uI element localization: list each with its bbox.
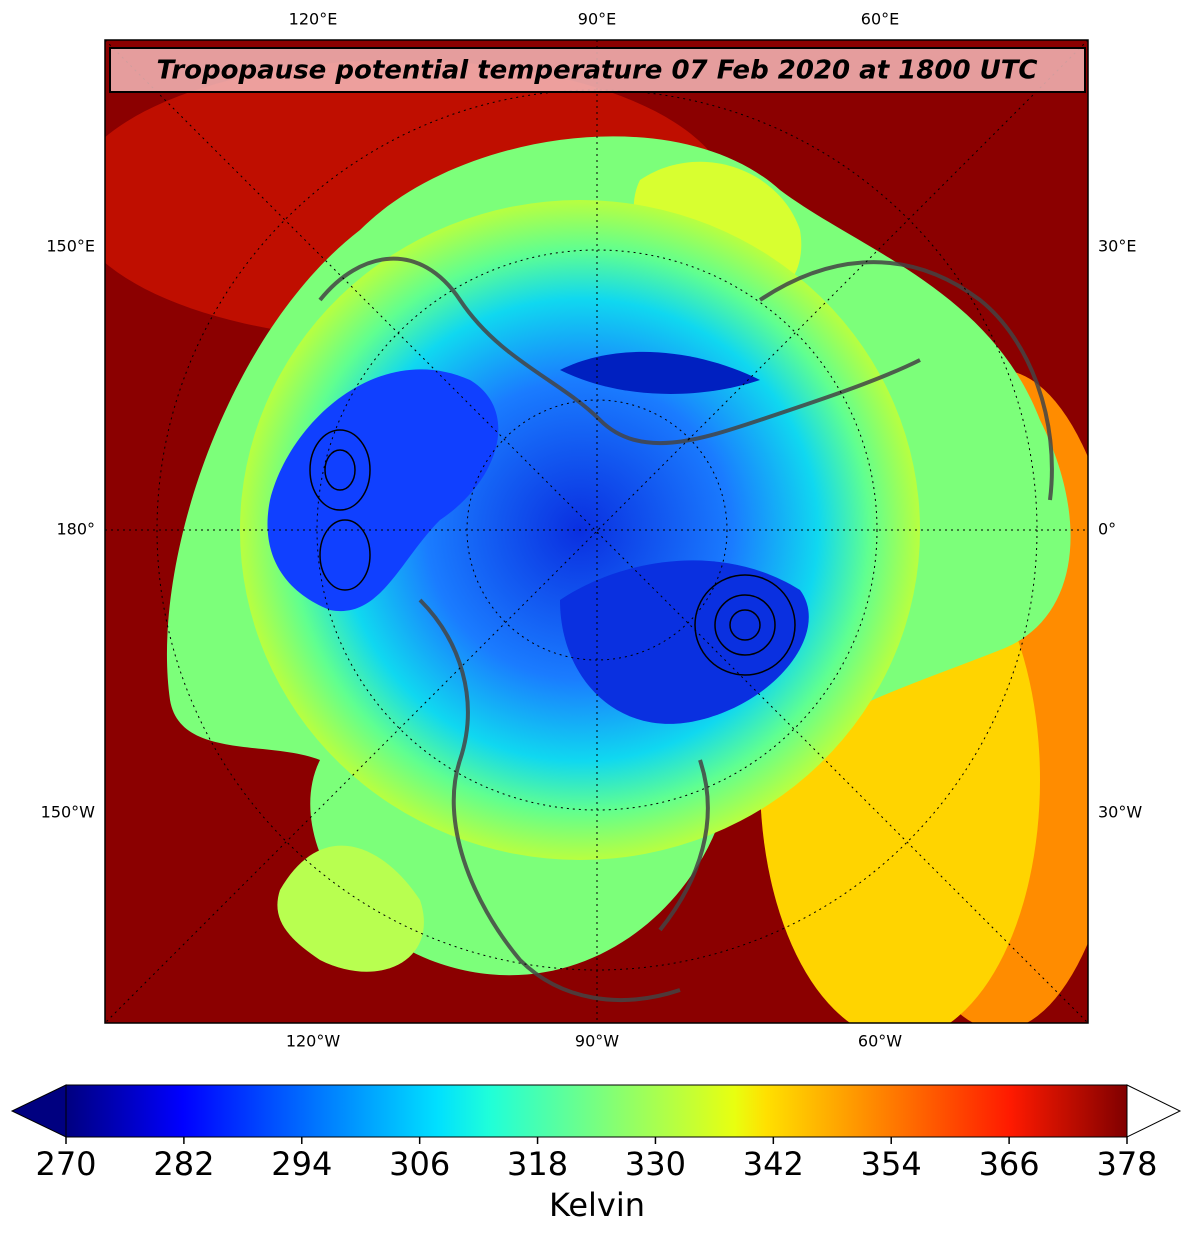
geo-labels: 120°E 90°E 60°E 120°W 90°W 60°W 150°E 180° 150°W… bbox=[41, 10, 1143, 1051]
colorbar-tick-label: 282 bbox=[153, 1145, 214, 1183]
colorbar-label: Kelvin bbox=[549, 1186, 645, 1224]
colorbar-tick-label: 354 bbox=[861, 1145, 922, 1183]
lat-label: 180° bbox=[56, 520, 95, 539]
colorbar-tick-label: 294 bbox=[271, 1145, 332, 1183]
colorbar-extend-high bbox=[1126, 1084, 1182, 1138]
colorbar-tick-label: 270 bbox=[35, 1145, 96, 1183]
lon-label: 120°W bbox=[286, 1032, 341, 1051]
colorbar-bar bbox=[65, 1084, 1128, 1138]
lon-label: 120°E bbox=[289, 10, 338, 29]
colorbar-extend-low bbox=[10, 1084, 67, 1138]
colorbar-tick-label: 378 bbox=[1096, 1145, 1157, 1183]
lon-label: 60°E bbox=[861, 10, 899, 29]
lon-label: 90°W bbox=[575, 1032, 619, 1051]
colorbar-tick-label: 366 bbox=[979, 1145, 1040, 1183]
colorbar-tick-label: 330 bbox=[625, 1145, 686, 1183]
lat-label: 150°E bbox=[46, 237, 95, 256]
colorbar-tick-label: 342 bbox=[743, 1145, 804, 1183]
colorbar: 270 282 294 306 318 330 342 354 366 378 Kelvin bbox=[10, 1084, 1182, 1224]
colorbar-tick-label: 318 bbox=[507, 1145, 568, 1183]
lon-label: 90°E bbox=[578, 10, 616, 29]
title-box bbox=[109, 47, 1086, 93]
map bbox=[105, 40, 1088, 1023]
lat-label: 150°W bbox=[41, 803, 96, 822]
map-frame bbox=[104, 39, 1089, 1024]
title: Tropopause potential temperature 07 Feb … bbox=[156, 56, 1037, 86]
lon-label: 60°W bbox=[858, 1032, 902, 1051]
colorbar-tick-label: 306 bbox=[389, 1145, 450, 1183]
lat-label: 30°E bbox=[1098, 237, 1136, 256]
lat-label: 30°W bbox=[1098, 803, 1142, 822]
lat-label: 0° bbox=[1098, 520, 1116, 539]
